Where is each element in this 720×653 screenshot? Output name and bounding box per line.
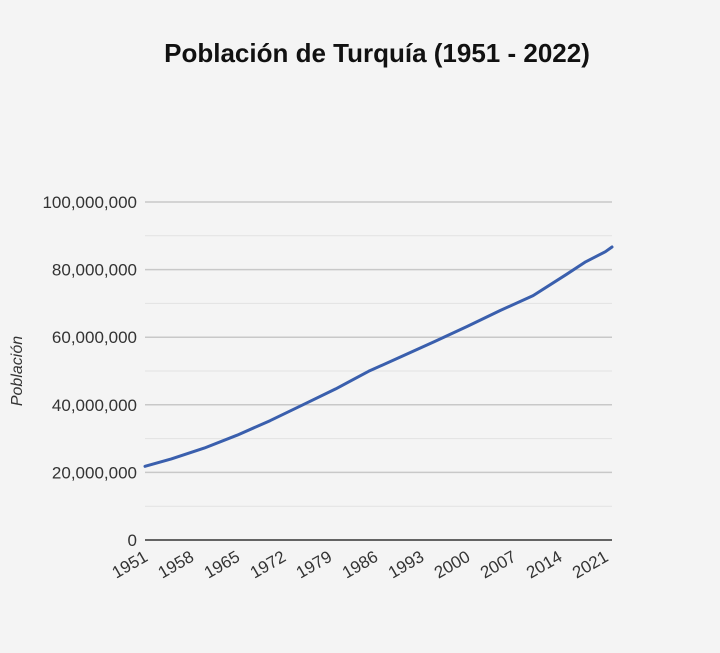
y-tick-label: 100,000,000 <box>42 193 137 212</box>
x-tick-label: 2021 <box>569 547 611 582</box>
y-tick-label: 80,000,000 <box>52 261 137 280</box>
x-tick-label: 2007 <box>477 547 519 582</box>
y-tick-label: 0 <box>128 531 137 550</box>
x-tick-label: 1965 <box>201 547 243 582</box>
x-tick-label: 1951 <box>109 547 151 582</box>
x-tick-label: 2000 <box>431 547 473 582</box>
x-tick-label: 1972 <box>247 547 289 582</box>
x-tick-label: 1986 <box>339 547 381 582</box>
x-tick-label: 1979 <box>293 547 335 582</box>
y-axis-title: Población <box>9 336 26 406</box>
y-tick-label: 60,000,000 <box>52 328 137 347</box>
chart-title: Población de Turquía (1951 - 2022) <box>164 38 590 68</box>
x-tick-label: 1993 <box>385 547 427 582</box>
x-tick-label: 1958 <box>155 547 197 582</box>
y-tick-label: 20,000,000 <box>52 463 137 482</box>
x-tick-label: 2014 <box>523 547 565 582</box>
series-line <box>143 245 614 468</box>
y-tick-label: 40,000,000 <box>52 396 137 415</box>
